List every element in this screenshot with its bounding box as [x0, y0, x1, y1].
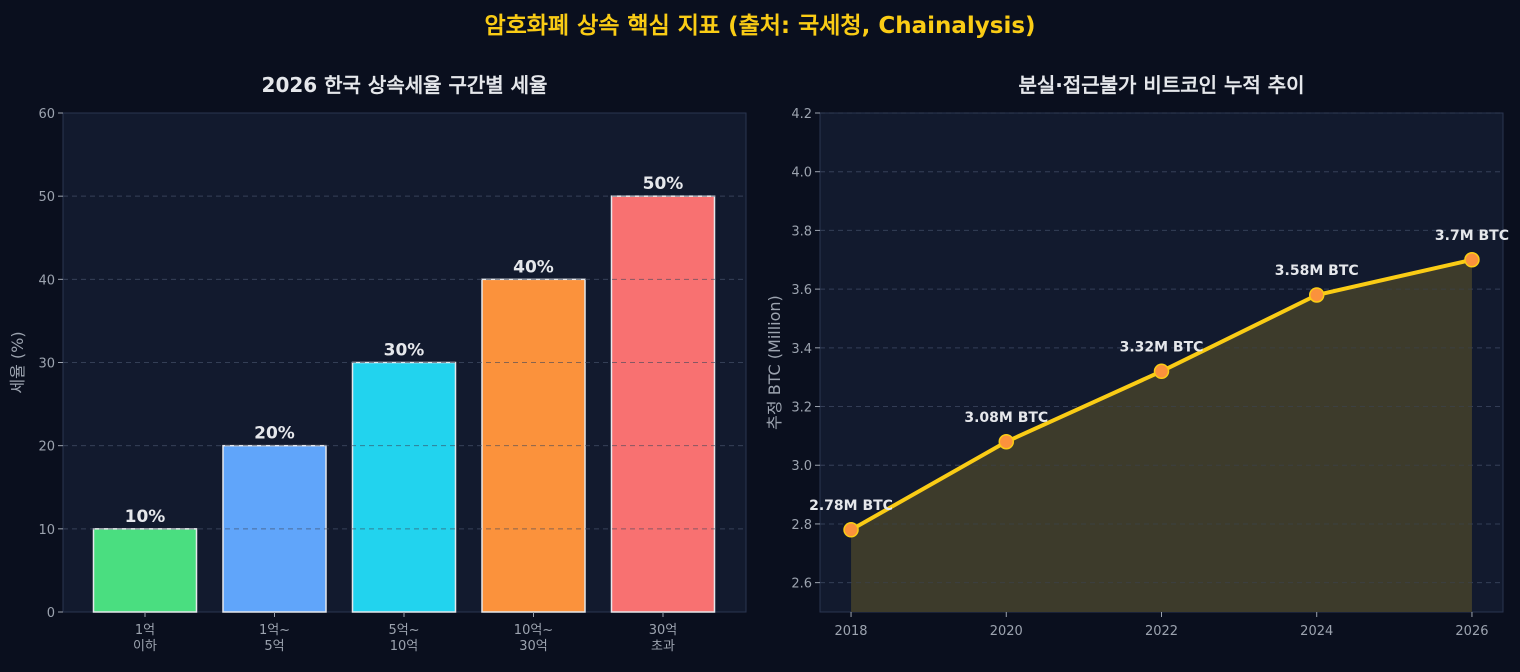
x-tick-label: 30억 초과 — [649, 623, 678, 654]
point-value-label: 3.7M BTC — [1435, 228, 1509, 244]
point-value-label: 3.32M BTC — [1120, 339, 1204, 355]
y-tick-label: 10 — [38, 523, 55, 538]
bar — [610, 195, 716, 613]
x-tick-label: 1억~ 5억 — [259, 623, 290, 654]
y-axis-label: 세율 (%) — [8, 331, 27, 393]
y-tick-label: 40 — [38, 273, 55, 288]
y-axis-label: 추정 BTC (Million) — [765, 295, 784, 430]
x-tick-label: 2018 — [834, 624, 867, 639]
point-value-label: 3.08M BTC — [964, 410, 1048, 426]
x-tick-label: 2022 — [1145, 624, 1178, 639]
bar — [92, 528, 198, 613]
y-tick-label: 3.4 — [791, 342, 812, 357]
point-value-label: 3.58M BTC — [1275, 263, 1359, 279]
chart-title: 분실·접근불가 비트코인 누적 추이 — [1018, 73, 1304, 97]
y-tick-label: 3.2 — [791, 401, 812, 416]
data-point — [1153, 363, 1170, 380]
x-tick-label: 5억~ 10억 — [388, 623, 419, 654]
data-point — [1308, 287, 1325, 303]
y-tick-label: 30 — [38, 357, 55, 372]
data-point — [998, 434, 1015, 450]
y-tick-label: 2.6 — [791, 577, 812, 592]
figure-title: 암호화폐 상속 핵심 지표 (출처: 국세청, Chainalysis) — [484, 13, 1035, 39]
lost-btc-area-chart: 2.6 2.8 3.0 3.2 3.4 3.6 3.8 4.0 4.2 분실·접근불가 비트코인 … — [765, 73, 1509, 639]
bar — [351, 361, 457, 613]
x-tick-label: 2020 — [990, 624, 1023, 639]
x-tick-label: 2024 — [1300, 624, 1333, 639]
y-tick-label: 60 — [38, 107, 55, 122]
y-tick-label: 3.6 — [791, 283, 812, 298]
chart-title: 2026 한국 상속세율 구간별 세율 — [262, 73, 548, 97]
y-tick-label: 0 — [47, 606, 55, 621]
bar-value-label: 40% — [513, 257, 554, 277]
bar-value-label: 50% — [643, 174, 684, 194]
y-tick-label: 4.2 — [791, 107, 812, 122]
y-tick-label: 2.8 — [791, 518, 812, 533]
y-tick-label: 3.0 — [791, 459, 812, 474]
bar-value-label: 20% — [254, 424, 295, 444]
y-tick-label: 20 — [38, 440, 55, 455]
x-tick-label: 1억 이하 — [133, 623, 157, 654]
point-value-label: 2.78M BTC — [809, 498, 893, 514]
data-point — [843, 522, 859, 538]
data-point — [1464, 252, 1480, 268]
y-tick-label: 3.8 — [791, 224, 812, 239]
bar-value-label: 30% — [384, 341, 425, 361]
y-tick-label: 50 — [38, 190, 55, 205]
y-tick-label: 4.0 — [791, 166, 812, 181]
x-tick-label: 2026 — [1455, 624, 1488, 639]
bar-value-label: 10% — [125, 507, 166, 527]
x-tick-label: 10억~ 30억 — [514, 623, 553, 654]
